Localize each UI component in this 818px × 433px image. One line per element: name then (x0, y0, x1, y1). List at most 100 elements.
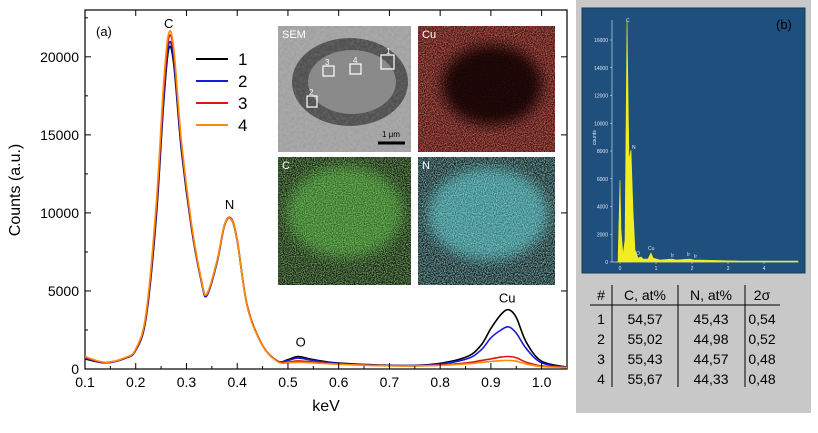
peak-label-c: C (164, 16, 173, 31)
eds-y-tick-label: 4000 (597, 205, 608, 211)
eds-y-tick-label: 10000 (594, 121, 608, 127)
sem-title: SEM (282, 29, 306, 41)
sem-region-box-4 (349, 63, 362, 75)
legend-label-1: 1 (238, 50, 247, 69)
eds-peak-label-ir-1: Ir (671, 253, 674, 259)
legend-label-2: 2 (238, 72, 247, 91)
x-tick-label: 0.9 (481, 374, 501, 390)
table-header-cell: 2σ (754, 287, 771, 303)
x-tick-label: 0.2 (126, 374, 146, 390)
panel-a-spectrum: 0.1 0.2 0.3 0.4 0.5 0.6 0.7 0.8 0.9 1.0 0 5000 1000… (7, 9, 568, 415)
series-line-4 (85, 30, 567, 369)
eds-x-ticks: 0 1 2 3 4 (619, 262, 766, 272)
x-tick-label: 0.6 (329, 374, 349, 390)
y-tick-label: 20000 (40, 49, 79, 65)
eds-x-tick-label: 3 (727, 266, 730, 272)
x-axis-title: keV (312, 398, 340, 415)
eds-x-tick-label: 2 (691, 266, 694, 272)
sem-region-box-1 (380, 54, 395, 70)
eds-y-tick-label: 2000 (597, 232, 608, 238)
eds-y-tick-label: 8000 (597, 149, 608, 155)
eds-x-tick-label: 4 (763, 266, 766, 272)
composition-table: # C, at% N, at% 2σ 1 54,57 45,43 0,54 2 55,02 44,9… (590, 285, 780, 387)
x-tick-label: 0.4 (227, 374, 247, 390)
peak-label-o: O (296, 334, 306, 349)
table-header-cell: N, at% (690, 287, 732, 303)
table-cell: 44,98 (693, 331, 728, 347)
eds-screen (582, 8, 805, 273)
scale-bar-label: 1 μm (382, 130, 400, 139)
peak-label-n: N (225, 197, 234, 212)
panel-a-label: (a) (96, 24, 112, 39)
table-cell: 44,33 (693, 371, 728, 387)
sem-map: 3 4 1 2 1 μm SEM (278, 26, 411, 152)
table-cell: 55,43 (627, 351, 662, 367)
table-header-cell: C, at% (624, 287, 666, 303)
series-group (85, 30, 567, 369)
table-cell: 1 (597, 311, 605, 327)
eds-peak-label-n: N (632, 145, 636, 151)
eds-peak-label-o: O (636, 251, 640, 257)
cu-dark-region (442, 45, 542, 125)
y-tick-label: 0 (71, 361, 79, 377)
x-tick-label: 0.7 (380, 374, 400, 390)
table-cell: 2 (597, 331, 605, 347)
eds-peak-label-cu: Cu (648, 246, 655, 252)
table-header-cell: # (597, 287, 605, 303)
x-tick-label: 0.5 (278, 374, 298, 390)
sem-region-label-3: 3 (325, 58, 330, 67)
y-tick-label: 15000 (40, 127, 79, 143)
sem-region-label-4: 4 (353, 56, 358, 65)
sem-region-box-2 (306, 95, 318, 108)
eds-spectrum (616, 19, 799, 263)
table-cell: 0,48 (748, 371, 775, 387)
c-texture (278, 157, 411, 285)
x-tick-label: 0.3 (177, 374, 197, 390)
y-axis-title: Counts (a.u.) (7, 144, 24, 236)
sem-region-label-1: 1 (386, 47, 391, 56)
eds-y-tick-label: 12000 (594, 94, 608, 100)
n-map: N (418, 157, 555, 285)
y-axis: 0 5000 10000 15000 20000 (40, 17, 567, 377)
panel-b-label: (b) (776, 17, 792, 32)
table-cell: 55,67 (627, 371, 662, 387)
c-map: C (278, 157, 411, 285)
eds-peak-label-ir-2: Ir (687, 252, 690, 258)
cu-map: Cu (418, 26, 555, 152)
table-cell: 55,02 (627, 331, 662, 347)
panel-b: (b) counts 02000400060008000100001200014… (576, 0, 811, 413)
x-tick-label: 0.1 (75, 374, 95, 390)
legend: 1 2 3 4 (196, 50, 247, 135)
table-cell: 0,48 (748, 351, 775, 367)
peak-labels: C N O Cu (164, 16, 515, 349)
table-cell: 44,57 (693, 351, 728, 367)
y-tick-label: 10000 (40, 205, 79, 221)
inset-maps: 3 4 1 2 1 μm SEM Cu C (278, 26, 555, 285)
eds-x-tick-label: 1 (655, 266, 658, 272)
table-cell: 54,57 (627, 311, 662, 327)
sem-region-box-3 (322, 65, 335, 77)
eds-screen-frame (581, 7, 806, 274)
eds-y-tick-label: 0 (605, 260, 608, 266)
n-title: N (422, 160, 430, 172)
x-tick-label: 1.0 (532, 374, 552, 390)
legend-label-3: 3 (238, 94, 247, 113)
y-tick-label: 5000 (48, 283, 79, 299)
peak-label-cu: Cu (499, 291, 516, 306)
cu-title: Cu (422, 29, 436, 41)
sem-texture (278, 26, 411, 152)
table-cell: 0,52 (748, 331, 775, 347)
eds-y-tick-label: 14000 (594, 66, 608, 72)
table-cell: 45,43 (693, 311, 728, 327)
n-texture (418, 157, 555, 285)
eds-y-axis-title: counts (592, 130, 598, 145)
eds-y-tick-label: 6000 (597, 177, 608, 183)
x-tick-label: 0.8 (430, 374, 450, 390)
table-cell: 0,54 (748, 311, 775, 327)
eds-peak-label-ir-3: Ir (694, 254, 697, 260)
sem-region-label-2: 2 (309, 88, 314, 97)
eds-peak-label-c: C (626, 18, 630, 24)
table-cell: 3 (597, 351, 605, 367)
legend-label-4: 4 (238, 116, 247, 135)
